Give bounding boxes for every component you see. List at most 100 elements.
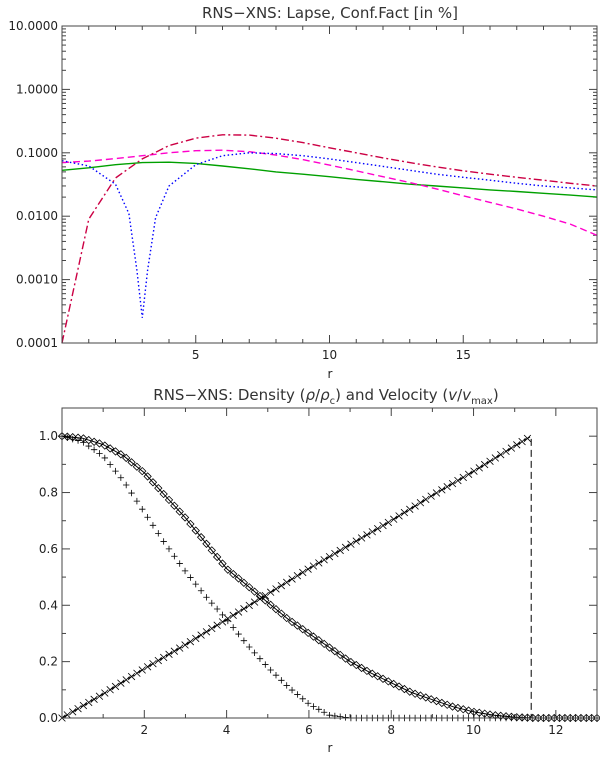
marker-plus: [176, 560, 183, 567]
top-plot-area: 10.0000 1.0000 0.1000 0.0100 0.0010 0.0001 5 10…: [8, 19, 598, 362]
top-x-axis-label: r: [328, 367, 333, 381]
marker-plus: [310, 703, 317, 710]
marker-diamond: [250, 587, 259, 596]
x-tick-label: 15: [456, 348, 471, 362]
y-tick-label: 0.0001: [16, 336, 58, 350]
marker-cross: [427, 492, 435, 500]
marker-diamond: [314, 636, 323, 645]
marker-cross: [234, 608, 243, 616]
marker-cross: [395, 512, 403, 520]
marker-diamond: [261, 596, 270, 605]
marker-plus: [192, 580, 199, 588]
marker-diamond: [175, 507, 184, 516]
marker-cross: [283, 578, 291, 587]
title-slash: /: [315, 386, 321, 404]
title-v: v: [448, 386, 458, 404]
marker-cross: [272, 585, 280, 593]
marker-cross: [176, 644, 184, 652]
title-part-mid: ) and Velocity (: [335, 386, 448, 404]
marker-cross: [79, 701, 88, 710]
marker-cross: [502, 447, 510, 456]
marker-diamond: [507, 712, 516, 722]
marker-diamond: [330, 647, 340, 656]
marker-plus: [96, 450, 103, 457]
marker-plus: [230, 624, 237, 631]
marker-diamond: [282, 613, 291, 623]
marker-cross: [352, 537, 360, 545]
marker-diamond: [245, 583, 254, 592]
marker-plus: [106, 461, 114, 468]
marker-cross: [127, 672, 136, 681]
marker-diamond: [229, 569, 238, 579]
marker-diamond: [362, 666, 372, 676]
marker-cross: [497, 450, 505, 459]
title-rho-c: ρ: [320, 386, 330, 404]
marker-diamond: [309, 632, 318, 641]
marker-diamond: [223, 565, 233, 574]
marker-diamond: [303, 628, 313, 638]
marker-plus: [144, 514, 151, 521]
marker-cross: [261, 591, 269, 600]
marker-diamond: [207, 546, 216, 555]
marker-cross: [288, 575, 296, 583]
marker-cross: [486, 457, 494, 465]
marker-plus: [240, 637, 248, 644]
marker-plus: [64, 434, 71, 441]
marker-diamond: [592, 713, 600, 723]
marker-diamond: [180, 513, 190, 522]
marker-diamond: [298, 625, 307, 634]
marker-cross: [454, 476, 462, 485]
marker-cross: [315, 559, 323, 567]
marker-plus: [251, 649, 258, 657]
marker-diamond: [475, 708, 484, 717]
marker-plus: [246, 643, 253, 651]
marker-plus: [139, 505, 146, 513]
marker-diamond: [400, 684, 409, 694]
marker-cross: [416, 499, 425, 507]
bottom-plot-frame: [61, 407, 598, 719]
y-tick-label: 0.0: [39, 711, 58, 725]
x-tick-label: 2: [140, 723, 148, 737]
marker-plus: [69, 435, 76, 443]
marker-plus: [80, 439, 87, 446]
marker-diamond: [186, 519, 195, 529]
marker-cross: [101, 689, 109, 697]
marker-plus: [213, 605, 221, 613]
series-line-0: [61, 435, 597, 719]
marker-diamond: [143, 472, 152, 481]
marker-diamond: [266, 600, 275, 609]
marker-plus: [123, 481, 130, 489]
marker-cross: [95, 692, 104, 700]
marker-plus: [133, 497, 141, 505]
marker-diamond: [159, 489, 168, 499]
marker-cross: [523, 434, 532, 443]
marker-cross: [256, 595, 264, 603]
marker-diamond: [63, 432, 72, 441]
marker-plus: [219, 611, 226, 619]
marker-diamond: [202, 539, 211, 548]
marker-cross: [170, 647, 179, 655]
series-line-2: [61, 435, 597, 719]
marker-plus: [262, 661, 269, 668]
marker-diamond: [138, 466, 147, 476]
marker-diamond: [512, 713, 521, 722]
x-tick-label: 4: [223, 723, 231, 737]
marker-diamond: [105, 444, 115, 453]
marker-cross: [507, 444, 516, 452]
marker-cross: [245, 601, 253, 610]
marker-diamond: [132, 462, 142, 471]
marker-cross: [202, 628, 211, 636]
marker-cross: [347, 540, 355, 548]
bottom-plot-area: 0.0 0.2 0.4 0.6 0.8 1.0 2 4 6 8 10 12: [39, 407, 600, 737]
marker-plus: [320, 709, 328, 716]
bottom-x-axis-label: r: [328, 741, 333, 755]
marker-cross: [368, 528, 376, 536]
marker-diamond: [127, 458, 136, 467]
bottom-chart-title: RNS−XNS: Density (ρ/ρc) and Velocity (v/…: [153, 386, 498, 407]
marker-diamond: [501, 712, 511, 721]
title-sub-max: max: [471, 396, 493, 407]
marker-cross: [331, 549, 339, 558]
marker-plus: [187, 574, 194, 581]
marker-cross: [325, 552, 334, 561]
marker-cross: [459, 473, 467, 482]
